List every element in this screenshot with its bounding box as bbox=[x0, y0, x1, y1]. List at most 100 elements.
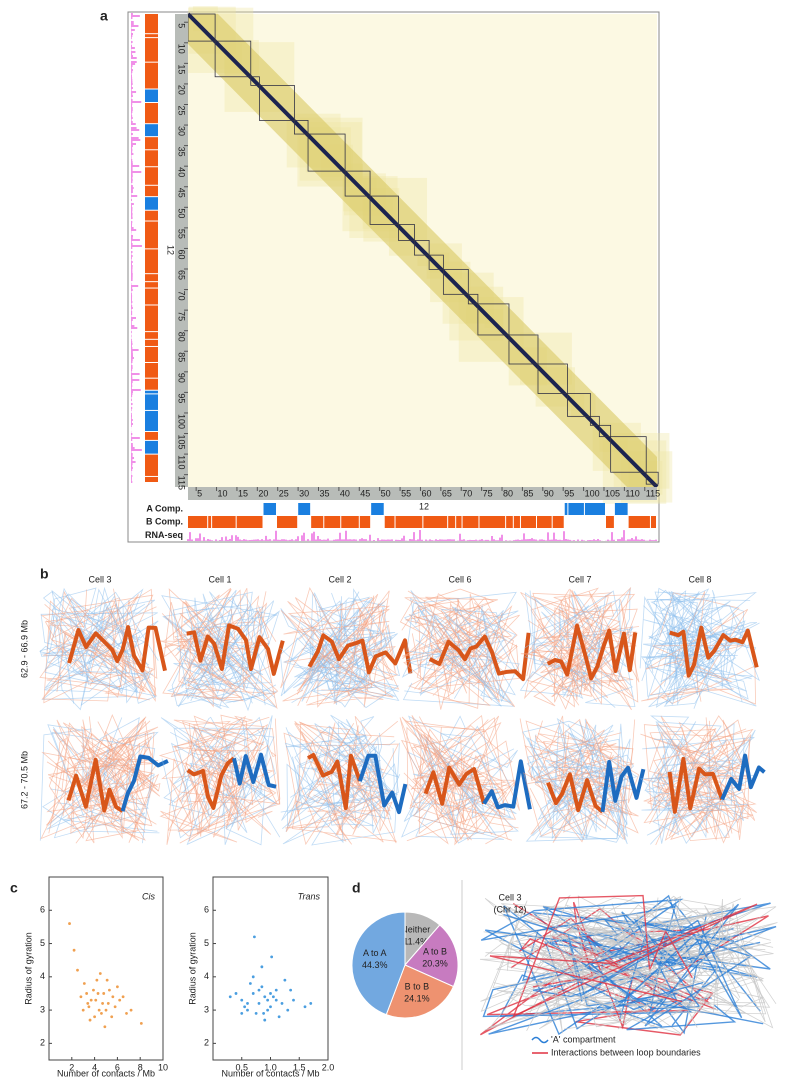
structure-cell bbox=[279, 586, 413, 709]
point bbox=[246, 1008, 249, 1012]
plot-frame bbox=[212, 876, 329, 1061]
slice-label: A to B bbox=[423, 947, 447, 957]
background-strand bbox=[174, 716, 281, 829]
compartment bbox=[145, 339, 158, 346]
pie-slice bbox=[351, 911, 406, 1016]
compartment bbox=[606, 516, 614, 528]
y-tick-label: 4 bbox=[204, 971, 209, 981]
x-tick-label: 65 bbox=[442, 488, 452, 498]
y-tick-label: 5 bbox=[40, 938, 45, 948]
x-tick-label: 10 bbox=[218, 488, 228, 498]
x-axis-label: Number of contacts / Mb bbox=[57, 1068, 155, 1078]
point bbox=[240, 1012, 244, 1015]
background-strand bbox=[640, 592, 757, 706]
point bbox=[89, 998, 93, 1002]
compartment bbox=[145, 305, 158, 332]
tad-box bbox=[307, 133, 346, 172]
panel-label: d bbox=[352, 880, 361, 896]
compartment bbox=[462, 516, 479, 528]
background-strand bbox=[44, 597, 153, 700]
x-tick-label: 70 bbox=[462, 488, 472, 498]
background-strand bbox=[645, 739, 745, 821]
structure-strand bbox=[67, 625, 167, 673]
x-tick-label: 100 bbox=[585, 488, 600, 498]
compartment bbox=[145, 363, 158, 378]
point bbox=[303, 1005, 307, 1009]
point bbox=[102, 992, 106, 995]
compartment bbox=[145, 274, 158, 282]
model-strand bbox=[497, 898, 774, 1030]
y-tick-label: 25 bbox=[177, 105, 187, 115]
x-tick-label: 0.5 bbox=[235, 1062, 248, 1072]
background-strand bbox=[280, 597, 394, 698]
background-strand bbox=[414, 598, 520, 706]
background-strand bbox=[525, 718, 629, 843]
background-strand bbox=[532, 723, 628, 843]
compartment bbox=[145, 14, 158, 34]
point bbox=[263, 1018, 267, 1022]
y-tick-label: 50 bbox=[177, 208, 187, 218]
background-strand bbox=[305, 595, 400, 708]
background-strand bbox=[282, 605, 391, 702]
x-tick-label: 95 bbox=[564, 488, 574, 498]
y-tick-label: 30 bbox=[177, 126, 187, 136]
cell-label: Cell 3 bbox=[88, 574, 111, 584]
y-tick-label: 3 bbox=[40, 1004, 45, 1014]
y-tick-label: 80 bbox=[177, 332, 187, 342]
compartment bbox=[277, 516, 298, 528]
x-tick-label: 60 bbox=[421, 488, 431, 498]
cell-label: Cell 7 bbox=[568, 574, 591, 584]
model-structure bbox=[479, 894, 778, 1036]
slice-label: B to B bbox=[405, 982, 430, 992]
compartment bbox=[371, 503, 384, 515]
compartment bbox=[423, 516, 448, 528]
x-axis-label: Number of contacts / Mb bbox=[221, 1068, 319, 1078]
x-tick-label: 20 bbox=[258, 488, 268, 498]
background-strand bbox=[412, 716, 519, 846]
compartment bbox=[145, 34, 158, 38]
point bbox=[92, 988, 95, 992]
tad-box bbox=[442, 268, 469, 295]
panel-label: b bbox=[40, 566, 49, 582]
y-tick-label: 35 bbox=[177, 147, 187, 157]
point bbox=[103, 1025, 107, 1029]
y-tick-label: 2 bbox=[204, 1038, 209, 1048]
structure-cell bbox=[280, 714, 408, 846]
background-strand bbox=[280, 592, 366, 692]
background-strand bbox=[538, 591, 640, 699]
background-strand bbox=[39, 588, 156, 699]
x-tick-label: 55 bbox=[401, 488, 411, 498]
compartment bbox=[506, 516, 513, 528]
point bbox=[96, 992, 100, 995]
compartment bbox=[395, 516, 423, 528]
point bbox=[105, 978, 109, 982]
x-tick-label: 105 bbox=[605, 488, 620, 498]
background-strand bbox=[166, 718, 281, 845]
background-strand bbox=[404, 720, 520, 845]
background-strand bbox=[48, 737, 140, 842]
point bbox=[274, 998, 278, 1002]
point bbox=[248, 982, 252, 985]
point bbox=[271, 995, 275, 999]
slice-value: 24.1% bbox=[404, 994, 430, 1004]
model-strand bbox=[526, 921, 767, 1031]
background-strand bbox=[408, 714, 490, 835]
y-tick-label: 70 bbox=[177, 291, 187, 301]
model-strand bbox=[480, 898, 777, 1012]
point bbox=[257, 1002, 261, 1005]
structure-strand bbox=[546, 772, 604, 814]
point bbox=[88, 1018, 92, 1022]
compartment bbox=[145, 249, 158, 274]
point bbox=[81, 1008, 85, 1012]
panel-label: a bbox=[100, 8, 108, 24]
compartment bbox=[145, 38, 158, 62]
background-strand bbox=[520, 631, 606, 706]
background-strand bbox=[529, 739, 634, 839]
point bbox=[139, 1022, 143, 1025]
point bbox=[86, 1002, 90, 1005]
slice-label: Neither bbox=[401, 925, 430, 935]
background-strand bbox=[172, 717, 281, 846]
compartment bbox=[628, 516, 650, 528]
compartment bbox=[145, 332, 158, 339]
